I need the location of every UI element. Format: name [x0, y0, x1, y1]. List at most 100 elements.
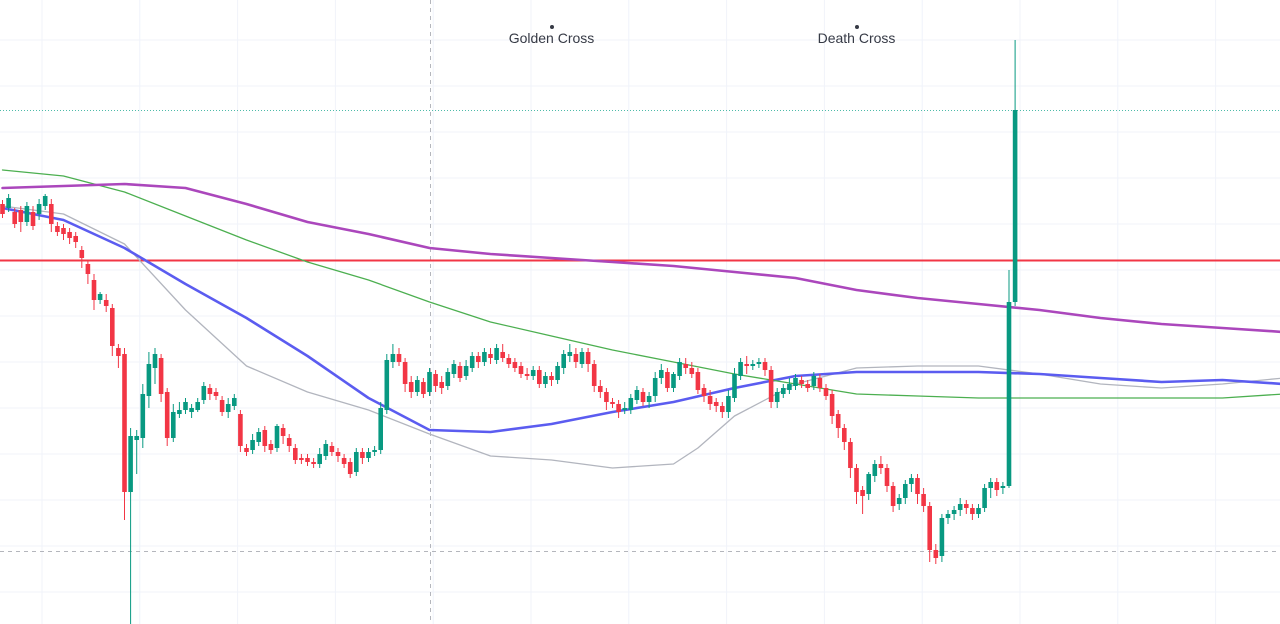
candle-body: [610, 402, 615, 404]
candle-body: [457, 366, 463, 378]
candle-body: [225, 404, 231, 412]
candle-body: [927, 506, 932, 550]
candle-body: [854, 468, 859, 492]
candle-body: [67, 232, 72, 238]
candle-body: [164, 392, 170, 438]
candle-body: [988, 482, 993, 488]
candle-body: [42, 196, 48, 206]
candle-body: [585, 352, 591, 364]
candle-body: [781, 388, 786, 394]
candle-body: [652, 378, 658, 396]
candle-body: [579, 352, 585, 364]
candle-body: [799, 380, 804, 384]
candle-body: [598, 386, 603, 392]
candle-body: [177, 410, 182, 414]
candle-body: [61, 228, 66, 234]
candle-body: [469, 356, 475, 368]
candle-body: [238, 414, 243, 446]
candle-body: [646, 396, 652, 402]
candle-body: [982, 488, 987, 508]
candle-body: [957, 504, 963, 510]
candle-body: [268, 444, 274, 450]
ma-fast-line: [1, 205, 1280, 469]
candle-body: [732, 374, 737, 398]
candle-body: [152, 354, 158, 368]
candle-body: [85, 264, 91, 274]
golden-cross-marker: [549, 25, 554, 29]
candle-body: [116, 348, 121, 356]
candle-body: [451, 364, 457, 374]
candle-body: [232, 398, 237, 406]
candle-body: [408, 382, 414, 392]
candle-body: [695, 372, 701, 390]
candle-body: [49, 204, 54, 224]
candle-body: [0, 204, 5, 214]
candle-body: [323, 444, 329, 456]
candle-body: [555, 366, 560, 380]
candle-body: [512, 362, 518, 368]
candle-body: [762, 362, 768, 370]
candle-body: [640, 392, 646, 402]
candle-body: [866, 474, 871, 494]
candle-body: [6, 198, 11, 208]
candle-body: [567, 352, 573, 356]
candle-body: [146, 364, 152, 396]
candle-body: [518, 366, 524, 374]
candle-body: [543, 376, 548, 384]
candle-body: [878, 464, 884, 468]
candle-body: [213, 392, 219, 396]
candle-body: [171, 412, 176, 438]
candle-body: [24, 206, 30, 222]
candle-body: [500, 352, 505, 358]
candle-body: [793, 378, 798, 386]
candle-body: [616, 404, 621, 412]
candle-body: [366, 452, 371, 458]
candle-body: [537, 370, 542, 384]
candle-body: [524, 374, 530, 376]
candle-body: [91, 280, 97, 300]
candle-body: [665, 372, 670, 388]
candle-body: [903, 484, 908, 498]
candle-body: [244, 448, 249, 452]
candle-body: [293, 448, 298, 460]
candle-body: [726, 396, 731, 412]
candle-body: [488, 354, 493, 358]
candle-body: [915, 478, 920, 494]
candle-body: [1006, 302, 1012, 486]
candle-body: [970, 508, 975, 514]
candle-body: [744, 364, 749, 366]
candle-body: [720, 406, 725, 412]
candle-body: [823, 388, 829, 396]
candle-body: [482, 352, 487, 362]
candle-body: [360, 452, 365, 458]
ma-mid-line: [1, 206, 1280, 434]
candle-body: [1012, 110, 1018, 302]
candle-body: [262, 430, 268, 446]
candle-body: [421, 382, 426, 394]
candle-body: [110, 308, 115, 346]
candle-body: [921, 494, 926, 506]
candle-body: [1000, 486, 1006, 488]
candle-body: [158, 358, 164, 394]
candle-body: [842, 428, 847, 442]
candle-body: [372, 450, 377, 452]
candle-body: [628, 398, 634, 410]
golden-cross-label: Golden Cross: [508, 30, 595, 46]
candle-body: [134, 436, 139, 440]
candle-body: [701, 388, 707, 396]
candle-body: [787, 384, 792, 390]
candle-body: [768, 370, 774, 402]
candle-body: [506, 358, 512, 364]
candle-body: [756, 362, 762, 364]
candle-body: [829, 394, 835, 416]
candle-body: [774, 392, 780, 402]
candle-body: [604, 392, 609, 402]
candle-body: [341, 458, 347, 464]
candle-body: [201, 386, 207, 400]
candle-body: [427, 372, 432, 392]
candle-body: [122, 354, 127, 492]
candle-body: [707, 396, 713, 404]
candle-body: [378, 408, 383, 450]
candle-body: [896, 498, 902, 504]
